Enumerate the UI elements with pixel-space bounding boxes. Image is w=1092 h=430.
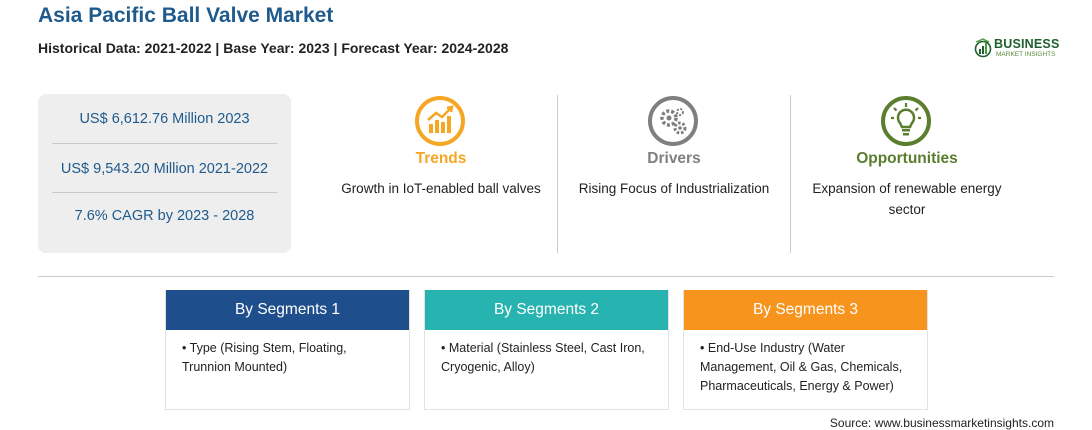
gears-icon — [648, 96, 698, 146]
opportunities-heading: Opportunities — [856, 150, 958, 167]
trends-heading: Trends — [415, 150, 467, 167]
chart-growth-icon — [415, 96, 465, 146]
stats-divider — [52, 143, 277, 144]
opportunities-text: Expansion of renewable energy sector — [812, 181, 1002, 217]
globe-bars-icon — [974, 38, 992, 58]
segment-2-item: • Material (Stainless Steel, Cast Iron, … — [425, 330, 668, 377]
key-stats-panel: US$ 6,612.76 Million 2023 US$ 9,543.20 M… — [38, 94, 291, 253]
segment-3-item: • End-Use Industry (Water Management, Oi… — [684, 330, 927, 396]
opportunities-column: Opportunities Expansion of renewable ene… — [791, 93, 1023, 253]
stat-market-value-historical: US$ 9,543.20 Million 2021-2022 — [60, 161, 269, 177]
segment-1-title: By Segments 1 — [166, 290, 409, 330]
column-divider — [790, 95, 791, 253]
stat-cagr: 7.6% CAGR by 2023 - 2028 — [74, 208, 255, 224]
drivers-heading: Drivers — [647, 150, 701, 167]
bullet-icon: • — [441, 341, 449, 355]
segment-card-1: By Segments 1 • Type (Rising Stem, Float… — [165, 290, 410, 410]
drivers-text: Rising Focus of Industrialization — [578, 181, 770, 196]
bullet-icon: • — [182, 341, 190, 355]
stats-divider — [52, 192, 277, 193]
segment-2-text: Material (Stainless Steel, Cast Iron, Cr… — [441, 341, 645, 374]
segment-1-text: Type (Rising Stem, Floating, Trunnion Mo… — [182, 341, 347, 374]
source-note: Source: www.businessmarketinsights.com — [829, 416, 1054, 430]
logo-name: BUSINESS — [994, 37, 1060, 51]
trends-column: Trends Growth in IoT-enabled ball valves — [325, 93, 557, 253]
trends-text: Growth in IoT-enabled ball valves — [341, 181, 541, 196]
segment-2-title: By Segments 2 — [425, 290, 668, 330]
logo-tagline: MARKET INSIGHTS — [996, 51, 1056, 58]
page-title: Asia Pacific Ball Valve Market — [38, 4, 334, 27]
stat-market-value-2023: US$ 6,612.76 Million 2023 — [79, 111, 250, 127]
segment-1-item: • Type (Rising Stem, Floating, Trunnion … — [166, 330, 409, 377]
segment-card-3: By Segments 3 • End-Use Industry (Water … — [683, 290, 928, 410]
page-subtitle: Historical Data: 2021-2022 | Base Year: … — [38, 40, 509, 56]
bullet-icon: • — [700, 341, 708, 355]
segment-card-2: By Segments 2 • Material (Stainless Stee… — [424, 290, 669, 410]
brand-logo: BUSINESS MARKET INSIGHTS — [974, 36, 1064, 62]
section-divider — [38, 276, 1054, 277]
lightbulb-icon — [881, 96, 931, 146]
segment-3-text: End-Use Industry (Water Management, Oil … — [700, 341, 903, 393]
segment-3-title: By Segments 3 — [684, 290, 927, 330]
drivers-column: Drivers Rising Focus of Industrializatio… — [558, 93, 790, 253]
column-divider — [557, 95, 558, 253]
